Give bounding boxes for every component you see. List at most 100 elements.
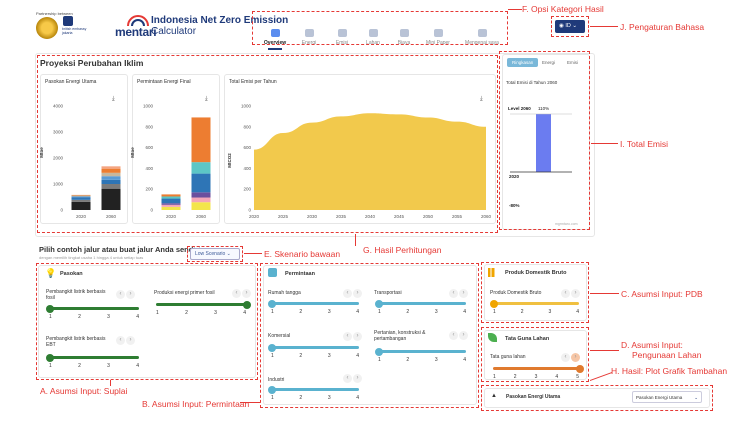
tab-ringkasan[interactable]: Ringkasan [507,58,539,67]
slider-knob[interactable] [268,300,276,308]
slider-knob[interactable] [375,348,383,356]
chevron-right-icon[interactable]: › [571,353,580,362]
slider-pdb[interactable] [493,302,579,305]
chevron-left-icon[interactable]: ‹ [343,332,352,341]
chevron-left-icon[interactable]: ‹ [116,290,125,299]
lever-arrows[interactable]: ‹ › [560,289,580,298]
chevron-left-icon[interactable]: ‹ [449,289,458,298]
nav-emisi[interactable]: Emisi [322,29,362,46]
annotation-h: H. Hasil: Plot Grafik Tambahan [611,366,728,376]
lever-arrows[interactable]: ‹ › [448,289,468,298]
arrow-j [590,26,618,27]
lever-arrows[interactable]: ‹ › [231,289,251,298]
nav-energi[interactable]: Energi [289,29,329,46]
slider-household[interactable] [271,302,359,305]
total-emission-title: Total Emisi di Tahun 2060 [506,80,558,85]
slider-transport[interactable] [378,302,466,305]
chevron-right-icon[interactable]: › [459,289,468,298]
lever-arrows[interactable]: ‹ › [342,374,362,383]
chevron-right-icon[interactable]: › [571,289,580,298]
lever-arrows[interactable]: ‹ › [448,331,468,340]
annotation-box-g [37,55,498,233]
lever-arrows[interactable]: ‹ › [560,353,580,362]
bar-segment [161,194,181,197]
chevron-right-icon[interactable]: › [353,332,362,341]
lever-arrows[interactable]: ‹ › [115,336,135,345]
bar-segment [101,172,121,177]
cloud-icon [337,29,347,37]
slider-knob[interactable] [490,300,498,308]
lever-arrows[interactable]: ‹ › [115,290,135,299]
slider-land[interactable] [493,367,579,370]
lever-label-commercial: Komersial [268,333,291,339]
nav-mini-paper[interactable]: Mini Paper [418,29,458,46]
slider-industry[interactable] [271,388,359,391]
tab-energi[interactable]: Energi [542,60,556,65]
lever-label-agriculture: Pertanian, konstruksi & pertambangan [374,330,426,342]
bar-segment [191,162,211,174]
brand-mentari: mentari [115,25,157,39]
globe-icon: ◉ [559,23,566,29]
lever-arrows[interactable]: ‹ › [342,332,362,341]
chevron-right-icon[interactable]: › [353,289,362,298]
y-tick-label: 0 [60,208,63,213]
chevron-left-icon[interactable]: ‹ [116,336,125,345]
slider-knob[interactable] [243,301,251,309]
bar-segment [191,173,211,193]
tab-emisi[interactable]: Emisi [567,60,578,65]
nav-overview[interactable]: Overview [255,29,295,50]
slider-knob[interactable] [576,365,584,373]
y-tick-label: 400 [145,166,153,171]
slider-renewable-power[interactable] [49,356,139,359]
chevron-left-icon[interactable]: ‹ [561,353,570,362]
slider-knob[interactable] [375,300,383,308]
total-emission-chart [510,113,572,173]
download-icon[interactable]: ⤓ [112,96,115,102]
language-selector[interactable]: ◉ ID ⌄ [555,20,585,33]
nav-mengenai-saya[interactable]: Mengenai saya [460,29,504,46]
pdb-title: Produk Domestik Bruto [505,270,567,276]
annotation-c: C. Asumsi Input: PDB [621,289,703,299]
demand-chart: 0 200 400 600 800 1000 2020 2060 [143,104,211,219]
chevron-right-icon[interactable]: › [353,374,362,383]
chevron-left-icon[interactable]: ‹ [343,289,352,298]
download-icon[interactable]: ⤓ [480,96,483,102]
extra-plot-select[interactable]: Pasokan Energi Utama ⌄ [632,391,702,403]
slider-knob[interactable] [268,386,276,394]
y-tick-label: 200 [243,187,251,192]
bar-segment [161,196,181,199]
chevron-left-icon[interactable]: ‹ [343,374,352,383]
x-tick-label: 2025 [278,214,289,219]
chevron-right-icon[interactable]: › [242,289,251,298]
slider-agriculture[interactable] [378,350,466,353]
slider-commercial[interactable] [271,346,359,349]
annotation-d2: Pengunaan Lahan [632,350,702,360]
bar-segment [71,196,91,198]
scenario-button[interactable]: Low Scenario ⌄ [190,248,240,260]
slider-knob[interactable] [268,344,276,352]
lever-arrows[interactable]: ‹ › [342,289,362,298]
overview-icon [270,29,280,37]
slider-fossil-primary[interactable] [156,303,246,306]
chevron-right-icon[interactable]: › [126,336,135,345]
slider-fossil-power[interactable] [49,307,139,310]
chevron-left-icon[interactable]: ‹ [561,289,570,298]
slider-knob[interactable] [46,305,54,313]
inputs-subheading: dengan memilih tingkat usaha 1 hingga 4 … [39,255,144,260]
chevron-left-icon[interactable]: ‹ [449,331,458,340]
chevron-right-icon[interactable]: › [126,290,135,299]
download-icon[interactable]: ⤓ [205,96,208,102]
collapse-icon[interactable]: ▲ [491,393,497,399]
nav-lahan[interactable]: Lahan [353,29,393,46]
slider-knob[interactable] [46,354,54,362]
nav-biaya[interactable]: Biaya [384,29,424,46]
bar-segment [191,192,211,198]
person-icon [477,29,487,37]
chevron-down-icon: ⌄ [694,395,698,400]
x-tick-label: 2020 [166,214,177,219]
chevron-left-icon[interactable]: ‹ [232,289,241,298]
x-tick-label: 2060 [481,214,492,219]
chevron-right-icon[interactable]: › [459,331,468,340]
